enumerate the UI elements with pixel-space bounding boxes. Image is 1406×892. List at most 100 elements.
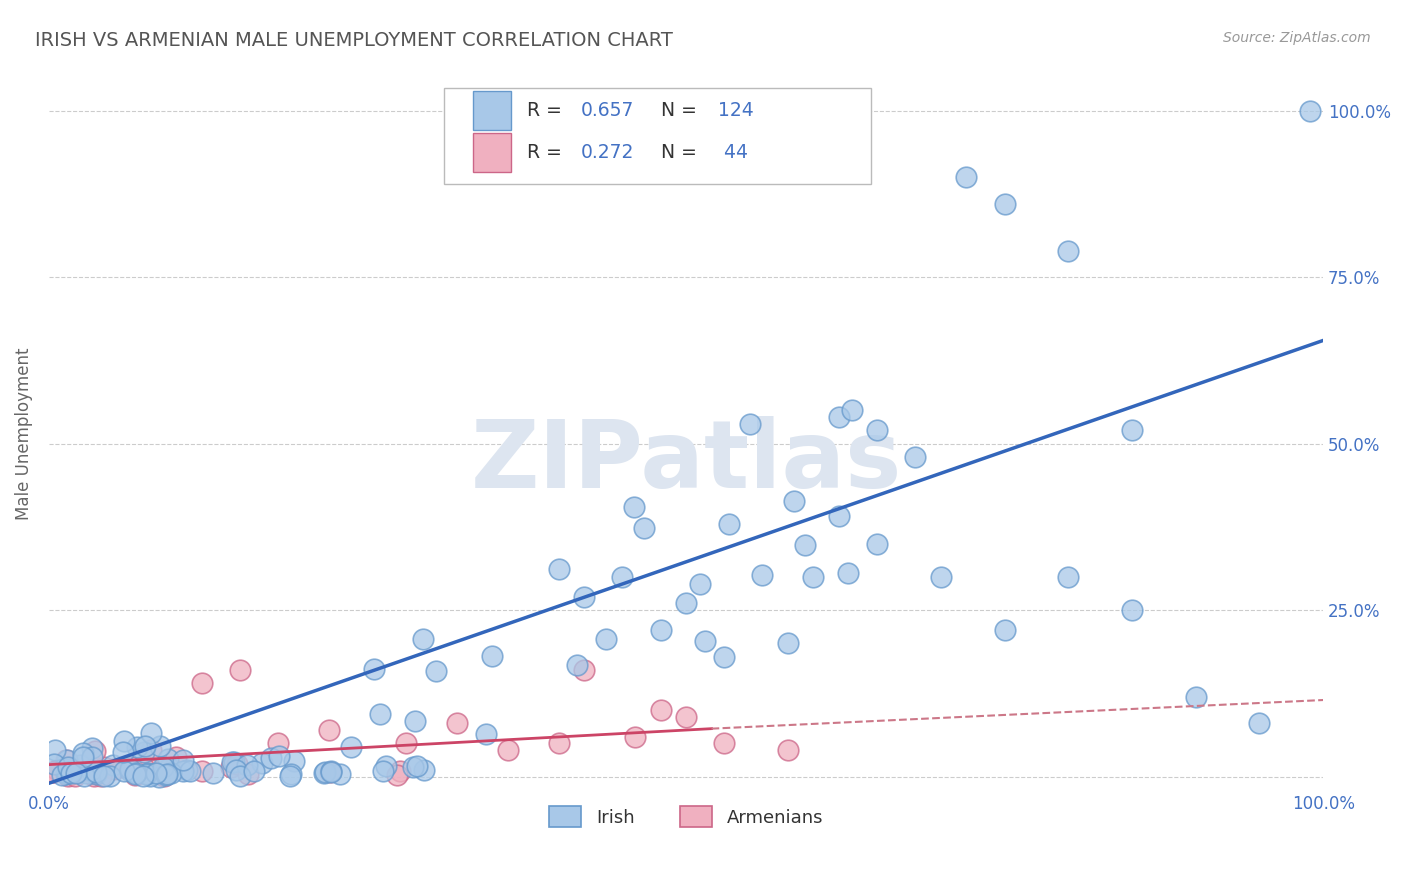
Point	[139, 769, 162, 783]
Text: ZIPatlas: ZIPatlas	[471, 417, 901, 508]
Point	[160, 765, 183, 780]
Point	[201, 765, 224, 780]
Point	[120, 764, 142, 779]
Point	[110, 760, 132, 774]
Point	[650, 623, 672, 637]
Point	[42, 764, 65, 779]
Point	[176, 764, 198, 778]
Point	[866, 536, 889, 550]
Text: R =: R =	[527, 143, 568, 161]
Bar	[474, 133, 512, 172]
Point	[738, 417, 761, 431]
Point	[80, 763, 103, 777]
Point	[59, 765, 82, 780]
Point	[157, 761, 180, 775]
Point	[191, 764, 214, 778]
Point	[475, 727, 498, 741]
Point	[44, 742, 66, 756]
Point	[633, 521, 655, 535]
Point	[75, 766, 97, 780]
Point	[319, 764, 342, 778]
Point	[84, 744, 107, 758]
Point	[318, 723, 340, 737]
Point	[229, 663, 252, 677]
Point	[243, 764, 266, 778]
Point	[751, 567, 773, 582]
Point	[1121, 423, 1143, 437]
Point	[69, 757, 91, 772]
Point	[172, 764, 194, 778]
Point	[225, 763, 247, 777]
Point	[1057, 244, 1080, 258]
Point	[675, 709, 697, 723]
Text: N =: N =	[661, 143, 703, 161]
Text: R =: R =	[527, 101, 568, 120]
Point	[80, 749, 103, 764]
Point	[145, 766, 167, 780]
Point	[425, 664, 447, 678]
Point	[83, 768, 105, 782]
Point	[228, 769, 250, 783]
Point	[219, 759, 242, 773]
Point	[547, 562, 569, 576]
FancyBboxPatch shape	[444, 88, 870, 185]
Point	[1249, 716, 1271, 731]
Point	[82, 765, 104, 780]
Point	[481, 648, 503, 663]
Point	[269, 749, 291, 764]
Point	[404, 714, 426, 729]
Point	[72, 746, 94, 760]
Text: 0.272: 0.272	[581, 143, 634, 161]
Point	[713, 649, 735, 664]
Point	[1121, 603, 1143, 617]
Point	[131, 768, 153, 782]
Point	[236, 758, 259, 772]
Point	[191, 676, 214, 690]
Point	[375, 759, 398, 773]
Point	[127, 739, 149, 754]
Point	[83, 765, 105, 780]
Point	[155, 768, 177, 782]
Point	[828, 410, 851, 425]
Point	[46, 763, 69, 777]
Point	[446, 716, 468, 731]
Point	[82, 764, 104, 779]
Point	[837, 566, 859, 580]
Point	[93, 760, 115, 774]
Point	[56, 762, 79, 776]
Point	[56, 766, 79, 780]
Point	[329, 767, 352, 781]
Point	[401, 760, 423, 774]
Point	[150, 764, 173, 779]
Point	[90, 769, 112, 783]
Point	[776, 743, 799, 757]
Point	[124, 766, 146, 780]
Point	[340, 740, 363, 755]
Point	[406, 759, 429, 773]
Point	[314, 765, 336, 780]
Point	[84, 764, 107, 779]
Point	[776, 636, 799, 650]
Point	[319, 765, 342, 780]
Point	[623, 500, 645, 514]
Point	[112, 764, 135, 779]
Point	[56, 760, 79, 774]
Point	[238, 767, 260, 781]
Point	[363, 662, 385, 676]
Point	[103, 758, 125, 772]
Point	[595, 632, 617, 646]
Point	[267, 736, 290, 750]
Point	[165, 749, 187, 764]
Text: 124: 124	[718, 101, 754, 120]
Point	[412, 764, 434, 778]
Point	[55, 767, 77, 781]
Point	[955, 170, 977, 185]
Point	[1184, 690, 1206, 704]
Point	[904, 450, 927, 464]
Point	[120, 763, 142, 777]
Point	[565, 657, 588, 672]
Point	[51, 767, 73, 781]
Point	[93, 769, 115, 783]
Point	[675, 597, 697, 611]
Point	[141, 767, 163, 781]
